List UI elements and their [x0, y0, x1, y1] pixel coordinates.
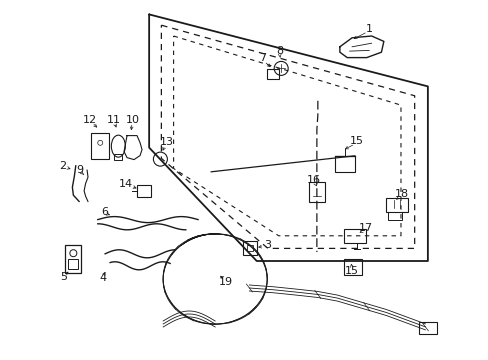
Text: 4: 4	[99, 273, 106, 283]
Bar	[308, 181, 324, 202]
Bar	[419, 321, 437, 334]
Bar	[247, 246, 253, 251]
Bar	[65, 245, 81, 273]
Text: 16: 16	[306, 175, 320, 185]
Text: 7: 7	[259, 53, 266, 63]
Bar	[386, 198, 407, 212]
Text: 2: 2	[59, 161, 66, 171]
Bar	[68, 259, 78, 269]
Text: 18: 18	[394, 189, 408, 199]
Bar	[334, 156, 354, 172]
Bar	[344, 229, 366, 243]
Bar	[137, 185, 151, 197]
Text: 10: 10	[126, 114, 140, 125]
Text: 11: 11	[106, 114, 120, 125]
Text: 6: 6	[102, 207, 108, 217]
Text: 3: 3	[264, 240, 271, 250]
Text: 8: 8	[276, 46, 283, 56]
Bar	[114, 154, 122, 160]
Text: 13: 13	[160, 137, 174, 147]
Bar	[344, 259, 361, 275]
Bar	[243, 242, 257, 255]
Text: 19: 19	[219, 276, 232, 287]
Text: 14: 14	[119, 179, 133, 189]
Text: 15: 15	[349, 136, 363, 146]
Text: 17: 17	[358, 222, 372, 233]
Text: 12: 12	[82, 114, 96, 125]
Bar	[91, 133, 109, 159]
Text: 5: 5	[60, 272, 67, 282]
Text: 9: 9	[77, 165, 83, 175]
Bar	[387, 212, 401, 220]
Text: 1: 1	[365, 24, 372, 34]
Text: 15: 15	[345, 266, 358, 276]
